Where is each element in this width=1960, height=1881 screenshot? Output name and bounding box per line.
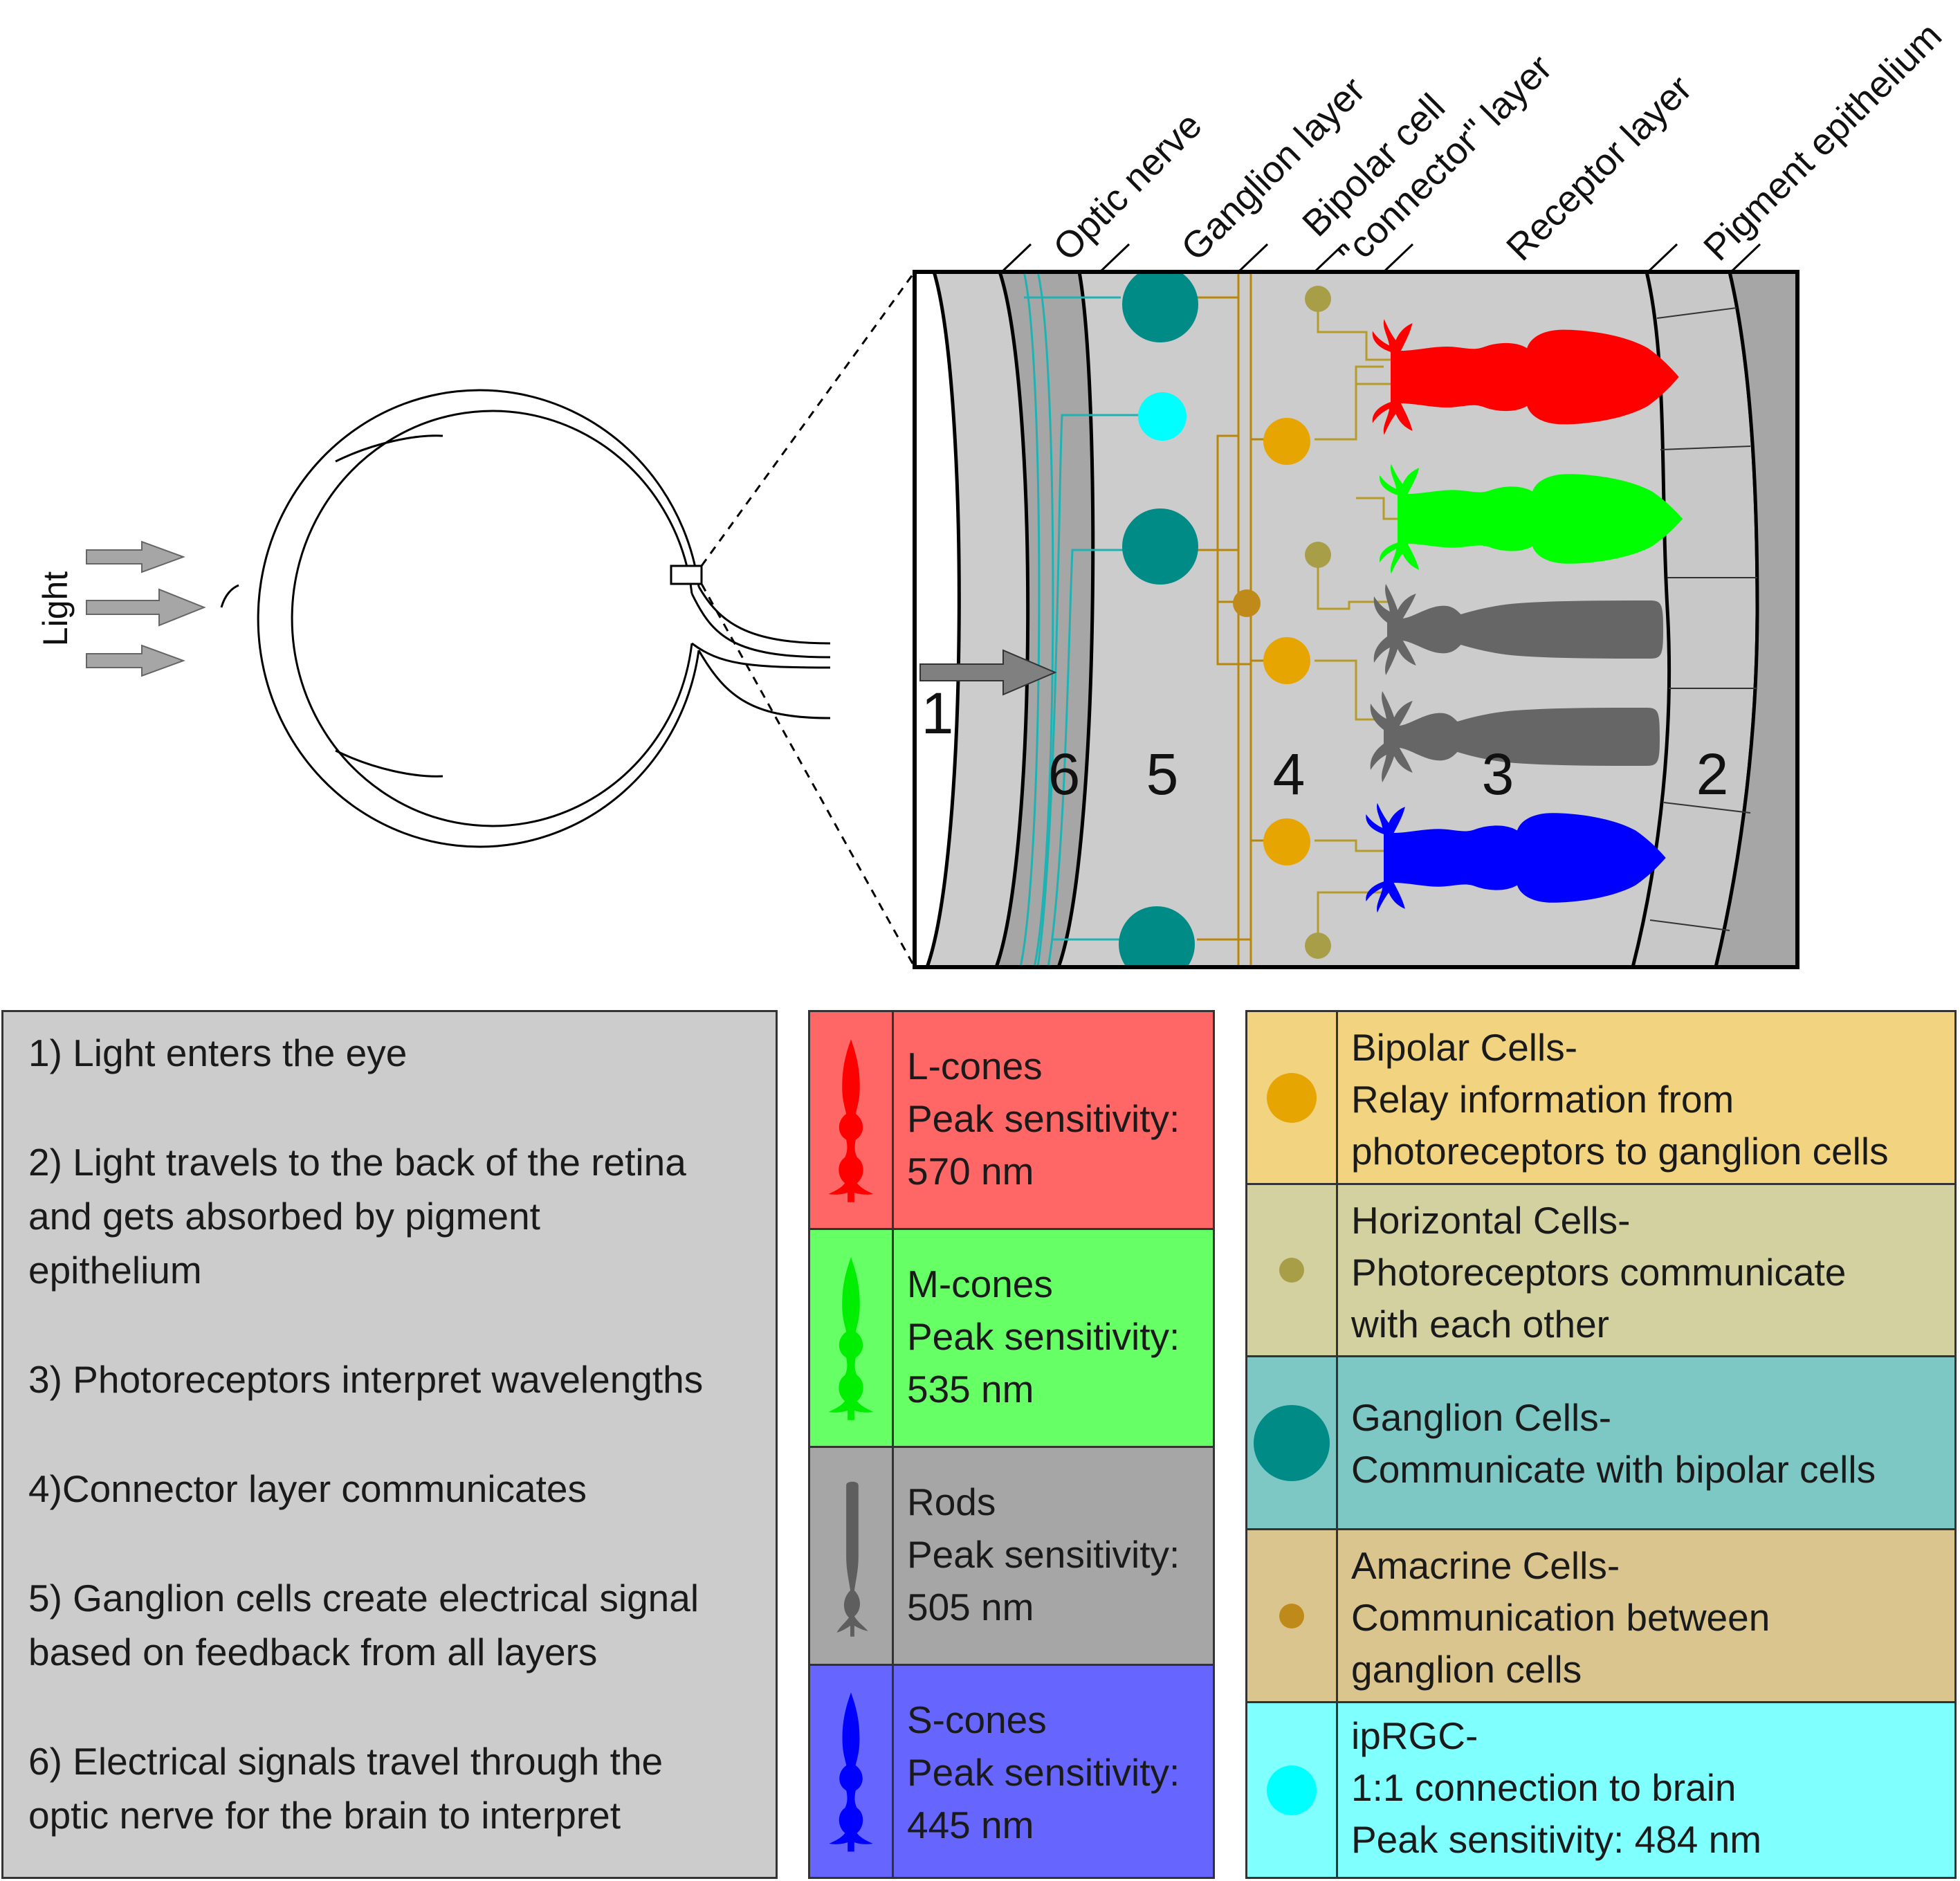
- step-2: 2) Light travels to the back of the reti…: [28, 1141, 686, 1292]
- photoreceptor-legend: L-cones Peak sensitivity: 570 nm M-cones Pe…: [808, 1010, 1215, 1879]
- horizontal-cells: [1305, 286, 1331, 959]
- bipolar-cells: [1263, 418, 1310, 865]
- step-4: 4)Connector layer communicates: [28, 1467, 587, 1510]
- legend-l-cones: L-cones Peak sensitivity: 570 nm: [808, 1010, 1215, 1230]
- cone-icon: [810, 1666, 894, 1877]
- horizontal-cell-icon: [1279, 1258, 1304, 1283]
- step-3: 3) Photoreceptors interpret wavelengths: [28, 1358, 704, 1401]
- bipolar-cell-icon: [1267, 1072, 1317, 1123]
- amacrine-cell-icon: [1279, 1603, 1304, 1628]
- ganglion-cell-icon: [1254, 1404, 1330, 1481]
- legend-bipolar-cells: Bipolar Cells- Relay information from phot…: [1245, 1010, 1957, 1185]
- step-6: 6) Electrical signals travel through the…: [28, 1740, 663, 1837]
- incoming-light-arrow: [919, 649, 1057, 696]
- zone-numbers: 1 2 3 4 5 6: [922, 681, 1729, 807]
- ganglion-cells: [1119, 272, 1198, 967]
- steps-panel: 1) Light enters the eye 2) Light travels…: [1, 1010, 778, 1879]
- cone-icon: [810, 1012, 894, 1228]
- light-label: Light: [36, 571, 75, 647]
- legend-ganglion-cells: Ganglion Cells- Communicate with bipolar …: [1245, 1355, 1957, 1530]
- rod-icon: [810, 1448, 894, 1664]
- step-5: 5) Ganglion cells create electrical sign…: [28, 1577, 699, 1673]
- legend-m-cones: M-cones Peak sensitivity: 535 nm: [808, 1228, 1215, 1448]
- legend-iprgc: ipRGC- 1:1 connection to brain Peak sensit…: [1245, 1701, 1957, 1879]
- zone-number-2: 2: [1696, 742, 1729, 807]
- legend-amacrine-cells: Amacrine Cells- Communication between gang…: [1245, 1528, 1957, 1703]
- cone-icon: [810, 1230, 894, 1446]
- retina-zoom-marker: [670, 565, 703, 585]
- light-arrows: [86, 540, 206, 677]
- cell-type-legend: Bipolar Cells- Relay information from phot…: [1245, 1010, 1957, 1879]
- legend-s-cones: S-cones Peak sensitivity: 445 nm: [808, 1664, 1215, 1879]
- zone-number-1: 1: [922, 681, 954, 746]
- legend-rods: Rods Peak sensitivity: 505 nm: [808, 1446, 1215, 1666]
- legend-horizontal-cells: Horizontal Cells- Photoreceptors communic…: [1245, 1183, 1957, 1357]
- retina-crosssection-frame: [913, 270, 1799, 969]
- zone-number-5: 5: [1146, 742, 1179, 807]
- layer-label-ticks: [1000, 243, 1761, 273]
- amacrine-cell: [1233, 589, 1261, 617]
- step-1: 1) Light enters the eye: [28, 1031, 407, 1074]
- zone-number-4: 4: [1273, 742, 1306, 807]
- iprgc-icon: [1267, 1765, 1317, 1815]
- zone-number-6: 6: [1048, 742, 1081, 807]
- eyeball: [220, 389, 831, 848]
- zone-number-3: 3: [1482, 742, 1514, 807]
- retina-diagram: Light: [36, 15, 1950, 969]
- label-pigment-epithelium: Pigment epithelium: [1696, 15, 1950, 268]
- iprgc-cell: [1138, 392, 1187, 441]
